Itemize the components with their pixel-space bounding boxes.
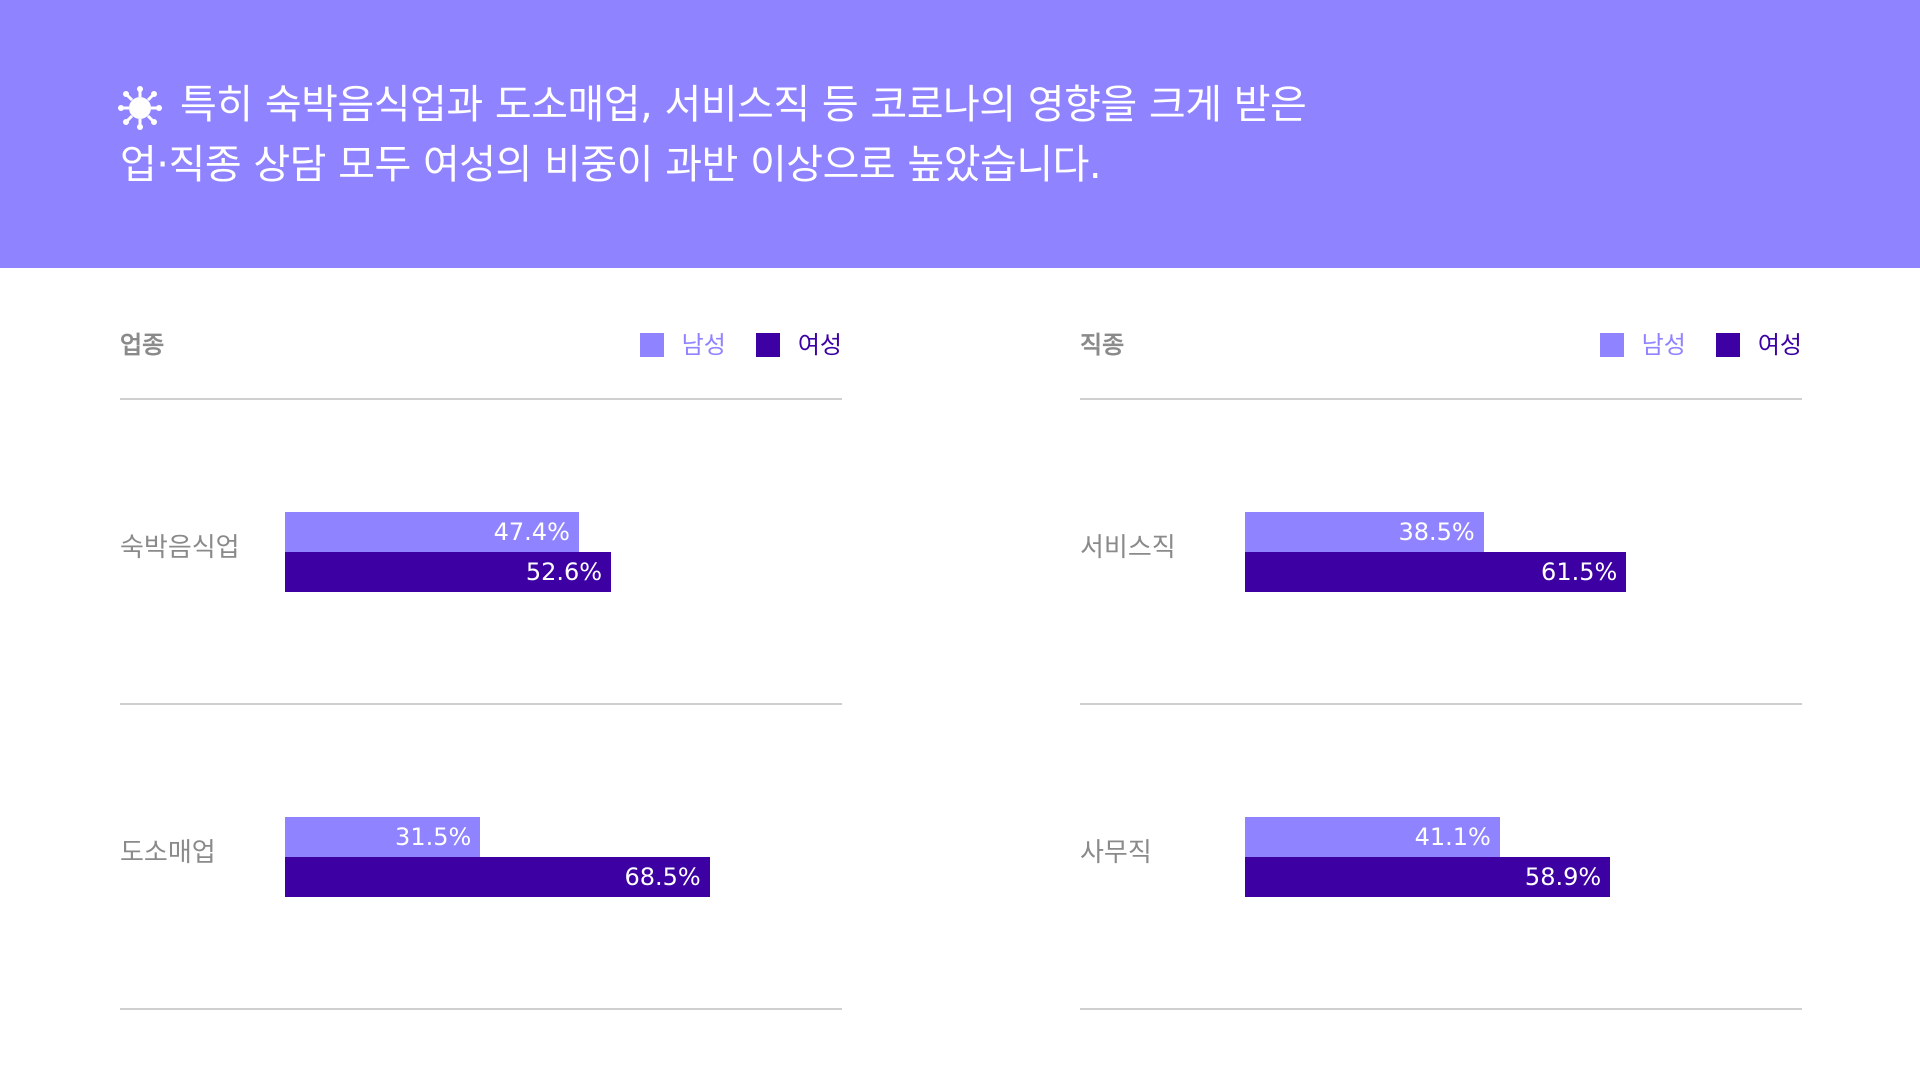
bar-female: 68.5% bbox=[285, 857, 710, 897]
legend-item-female: 여성 bbox=[755, 330, 842, 360]
divider bbox=[120, 398, 842, 400]
bar-female: 58.9% bbox=[1245, 857, 1611, 897]
banner-text-line-2: 업·직종 상담 모두 여성의 비중이 과반 이상으로 높았습니다. bbox=[120, 142, 1102, 188]
banner-text-line-1: 특히 숙박음식업과 도소매업, 서비스직 등 코로나의 영향을 크게 받은 bbox=[180, 82, 1307, 128]
legend-label-male: 남성 bbox=[1641, 331, 1686, 359]
divider bbox=[1080, 703, 1802, 705]
legend-swatch-male bbox=[639, 333, 664, 357]
divider bbox=[120, 1008, 842, 1010]
divider bbox=[1080, 1008, 1802, 1010]
chart-row: 숙박음식업 47.4% 52.6% bbox=[120, 400, 842, 705]
legend-label-female: 여성 bbox=[1757, 331, 1802, 359]
category-label: 서비스직 bbox=[1080, 533, 1176, 563]
legend-item-female: 여성 bbox=[1715, 330, 1802, 360]
legend-swatch-male bbox=[1599, 333, 1624, 357]
divider bbox=[120, 703, 842, 705]
occupation-chart-panel: 직종 남성 여성 서비스직 38.5% 61.5% 사무직 41.1% 58.9… bbox=[1080, 268, 1802, 1018]
category-label: 숙박음식업 bbox=[120, 533, 240, 563]
category-label: 사무직 bbox=[1080, 838, 1152, 868]
chart-title: 직종 bbox=[1080, 331, 1125, 359]
legend-label-male: 남성 bbox=[681, 331, 726, 359]
category-label: 도소매업 bbox=[120, 838, 216, 868]
legend-swatch-female bbox=[1715, 333, 1740, 357]
industry-chart-panel: 업종 남성 여성 숙박음식업 47.4% 52.6% 도소매업 31.5% 68… bbox=[120, 268, 842, 1018]
legend-item-male: 남성 bbox=[639, 330, 726, 360]
bar-male: 47.4% bbox=[285, 512, 579, 552]
bar-male: 41.1% bbox=[1245, 817, 1500, 857]
bar-female: 52.6% bbox=[285, 552, 612, 592]
header-banner: 특히 숙박음식업과 도소매업, 서비스직 등 코로나의 영향을 크게 받은 업·… bbox=[0, 0, 1920, 268]
chart-row: 도소매업 31.5% 68.5% bbox=[120, 705, 842, 1010]
bar-male: 31.5% bbox=[285, 817, 481, 857]
chart-title: 업종 bbox=[120, 331, 165, 359]
legend-swatch-female bbox=[755, 333, 780, 357]
legend: 남성 여성 bbox=[610, 330, 842, 360]
chart-row: 사무직 41.1% 58.9% bbox=[1080, 705, 1802, 1010]
divider bbox=[1080, 398, 1802, 400]
legend-item-male: 남성 bbox=[1599, 330, 1686, 360]
legend: 남성 여성 bbox=[1570, 330, 1802, 360]
legend-label-female: 여성 bbox=[797, 331, 842, 359]
bar-female: 61.5% bbox=[1245, 552, 1627, 592]
chart-row: 서비스직 38.5% 61.5% bbox=[1080, 400, 1802, 705]
virus-icon bbox=[118, 86, 162, 130]
bar-male: 38.5% bbox=[1245, 512, 1484, 552]
